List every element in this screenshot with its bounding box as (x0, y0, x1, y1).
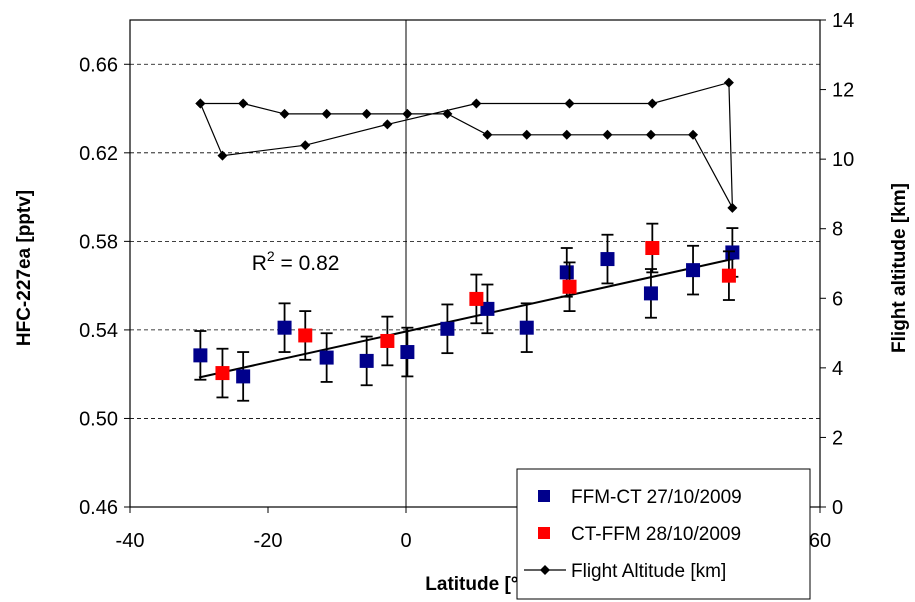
data-point (440, 321, 455, 336)
data-point (600, 252, 615, 267)
data-point (319, 350, 334, 365)
data-point (559, 265, 574, 280)
x-tick-label: 0 (400, 530, 411, 552)
r-squared-annotation: R2 = 0.82 (252, 248, 340, 275)
data-point (562, 279, 577, 294)
y-tick-label: 0.58 (79, 231, 118, 253)
data-point (519, 320, 534, 335)
x-axis-title: Latitude [°] (425, 574, 524, 595)
y-axis-ticks: 0.46 0.50 0.54 0.58 0.62 0.66 (79, 54, 130, 519)
r-squared-value: = 0.82 (275, 252, 340, 275)
y-axis-title: HFC-227ea [pptv] (14, 190, 35, 346)
legend: FFM-CT 27/10/2009 CT-FFM 28/10/2009 Flig… (516, 468, 811, 600)
y2-tick-label: 6 (832, 288, 843, 310)
legend-label-altitude: Flight Altitude [km] (571, 561, 726, 582)
y-tick-label: 0.50 (79, 408, 118, 430)
points-layer (193, 222, 740, 402)
y2-axis-ticks: 0 2 4 6 8 10 12 14 (820, 10, 854, 519)
r-squared-base: R (252, 252, 267, 275)
altitude-point (482, 129, 493, 140)
legend-marker-altitude (540, 565, 550, 575)
data-point (277, 320, 292, 335)
r-squared-sup: 2 (267, 248, 275, 264)
altitude-point (471, 98, 482, 109)
data-point (480, 301, 495, 316)
data-point (215, 366, 230, 381)
altitude-point (647, 98, 658, 109)
y-tick-label: 0.54 (79, 320, 118, 342)
y2-tick-label: 12 (832, 80, 854, 102)
altitude-point (361, 108, 372, 119)
data-point (359, 353, 374, 368)
data-point (400, 345, 415, 360)
legend-label-ct-ffm: CT-FFM 28/10/2009 (571, 524, 741, 545)
y2-tick-label: 10 (832, 149, 854, 171)
x-tick-label: -20 (254, 530, 283, 552)
altitude-point (564, 98, 575, 109)
altitude-point (402, 108, 413, 119)
altitude-point (602, 129, 613, 140)
altitude-point (561, 129, 572, 140)
legend-label-ffm-ct: FFM-CT 27/10/2009 (571, 487, 742, 508)
altitude-point (238, 98, 249, 109)
data-point (193, 348, 208, 363)
grid-lines (130, 63, 820, 419)
altitude-point (723, 77, 734, 88)
legend-marker-ct-ffm (538, 527, 550, 539)
data-point (686, 263, 701, 278)
legend-box (516, 468, 811, 600)
altitude-point (382, 119, 393, 130)
x-tick-label: -40 (116, 530, 145, 552)
y-tick-label: 0.66 (79, 54, 118, 76)
altitude-line (199, 81, 733, 209)
data-point (380, 333, 395, 348)
altitude-layer (195, 77, 738, 213)
altitude-point (279, 108, 290, 119)
fit-line (198, 256, 738, 379)
plot-frame (129, 19, 821, 508)
y2-tick-label: 4 (832, 358, 843, 380)
fit-line-layer (198, 256, 738, 379)
altitude-point (645, 129, 656, 140)
y2-tick-label: 2 (832, 427, 843, 449)
altitude-point (300, 140, 311, 151)
y-tick-label: 0.62 (79, 143, 118, 165)
y2-tick-label: 14 (832, 10, 854, 32)
legend-marker-ffm-ct (538, 490, 550, 502)
y2-tick-label: 8 (832, 219, 843, 241)
y-tick-label: 0.46 (79, 497, 118, 519)
altitude-point (321, 108, 332, 119)
altitude-point (688, 129, 699, 140)
data-point (725, 245, 740, 260)
altitude-point (442, 108, 453, 119)
y2-axis-title: Flight altitude [km] (889, 183, 910, 353)
altitude-point (217, 150, 228, 161)
altitude-point (195, 98, 206, 109)
y2-tick-label: 0 (832, 497, 843, 519)
altitude-point (521, 129, 532, 140)
data-point (469, 291, 484, 306)
data-point (721, 268, 736, 283)
data-point (643, 286, 658, 301)
data-point (298, 328, 313, 343)
x-tick-label: 60 (809, 530, 831, 552)
data-point (645, 241, 660, 256)
data-point (236, 369, 251, 384)
altitude-point (727, 202, 738, 213)
